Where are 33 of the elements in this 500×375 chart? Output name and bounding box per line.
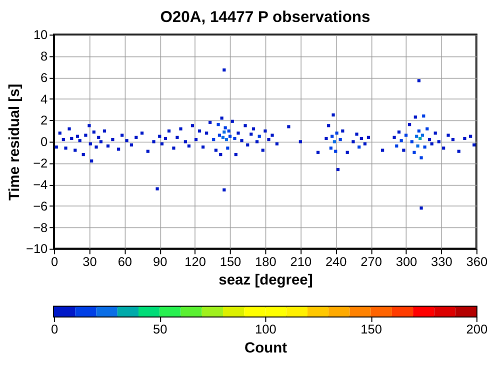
- y-tick-label: 2: [40, 112, 48, 128]
- y-axis-title: Time residual [s]: [7, 84, 24, 201]
- x-tick-label: 270: [360, 254, 382, 269]
- x-tick-label: 90: [153, 254, 168, 269]
- color-bar-label: 150: [360, 322, 382, 337]
- x-axis-title: seaz [degree]: [218, 272, 313, 289]
- y-tick-label: 10: [33, 27, 48, 42]
- x-tick-label: 60: [118, 254, 132, 269]
- y-tick-label: −6: [33, 198, 48, 214]
- color-bar-title: Count: [244, 340, 288, 356]
- y-tick-label: −8: [33, 220, 48, 235]
- x-tick-label: 240: [325, 254, 347, 269]
- y-tick-label: 6: [40, 70, 48, 85]
- x-tick-label: 120: [184, 254, 206, 269]
- y-tick-label: 4: [40, 91, 48, 106]
- y-tick-label: −10: [26, 241, 48, 256]
- x-tick-label: 330: [431, 254, 452, 269]
- x-tick-label: 150: [220, 254, 242, 269]
- x-tick-label: 210: [290, 254, 312, 269]
- chart-title: O20A, 14477 P observations: [160, 8, 371, 26]
- x-tick-label: 300: [396, 254, 418, 269]
- y-tick-label: −2: [33, 156, 48, 171]
- color-bar-label: 0: [50, 322, 58, 337]
- color-bar-label: 50: [153, 322, 168, 337]
- y-tick-label: 8: [40, 48, 48, 64]
- y-tick-label: 0: [40, 134, 48, 150]
- color-bar-label: 100: [255, 322, 276, 337]
- y-tick-label: −4: [33, 176, 48, 192]
- x-tick-label: 30: [82, 254, 97, 269]
- color-bar-label: 200: [466, 322, 488, 337]
- x-tick-label: 360: [466, 254, 488, 269]
- x-tick-label: 0: [50, 254, 58, 269]
- x-tick-label: 180: [255, 254, 276, 269]
